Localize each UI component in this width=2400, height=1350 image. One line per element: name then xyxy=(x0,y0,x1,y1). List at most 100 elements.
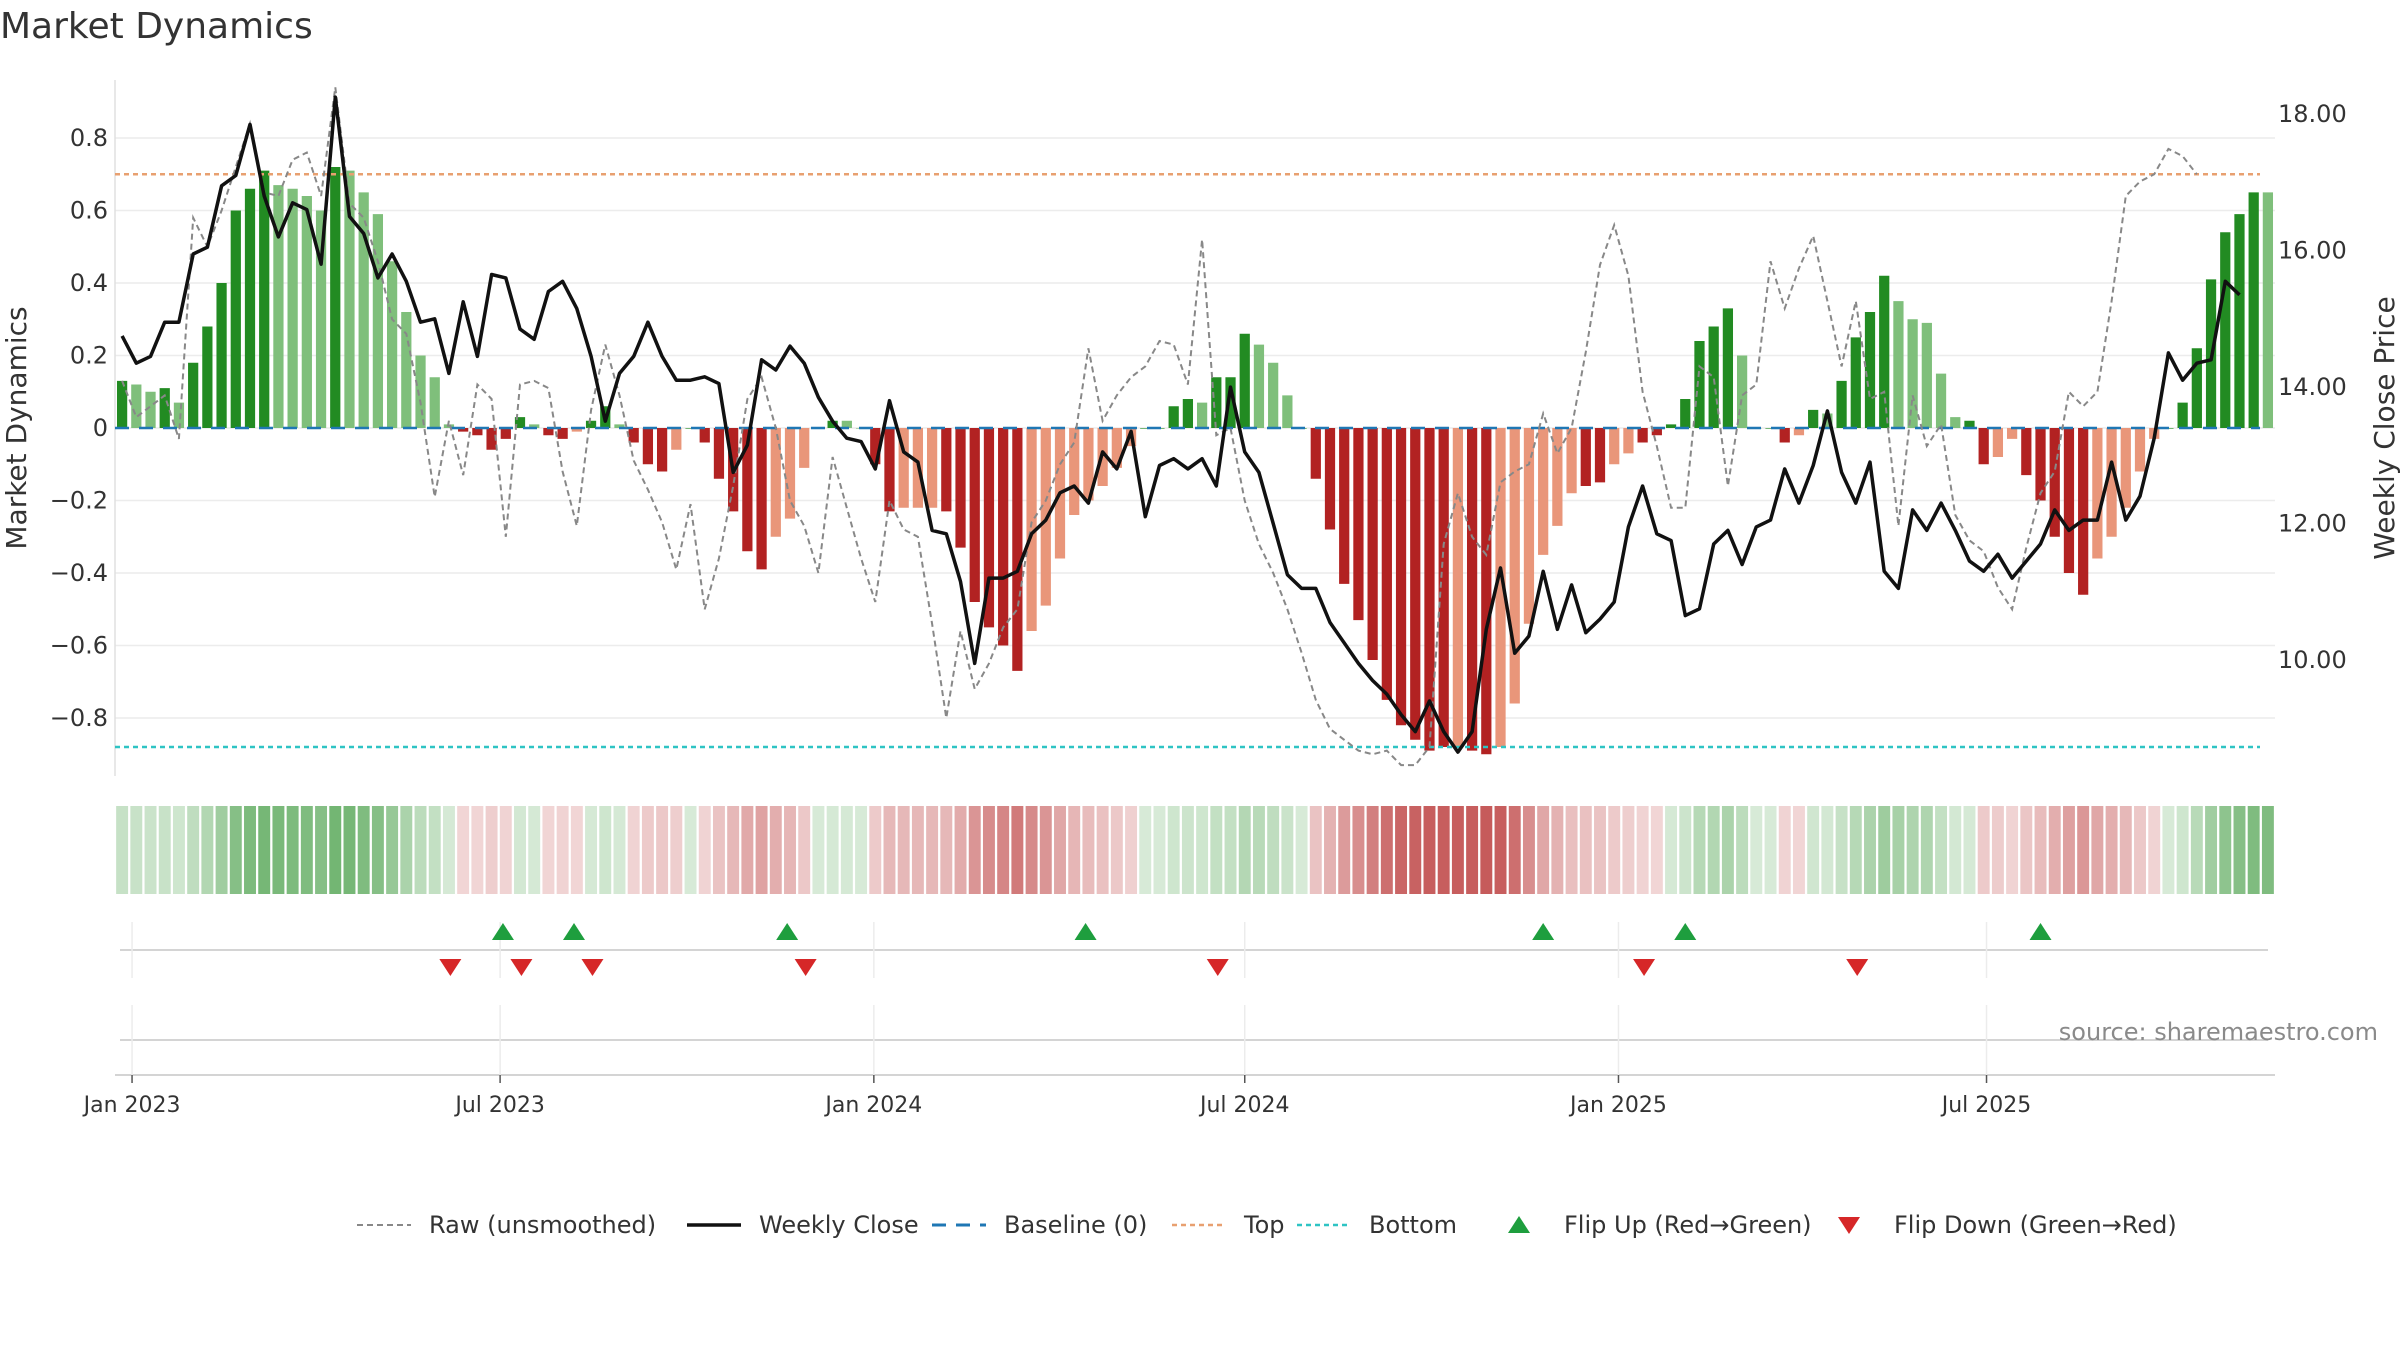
regime-cell xyxy=(1608,806,1621,894)
regime-cell xyxy=(2233,806,2246,894)
regime-cell xyxy=(840,806,853,894)
regime-cell xyxy=(911,806,924,894)
market-dynamics-bar xyxy=(2234,214,2245,428)
regime-cell xyxy=(784,806,796,894)
regime-cell xyxy=(741,806,754,894)
regime-cell xyxy=(826,806,839,894)
regime-cell xyxy=(869,806,882,894)
market-dynamics-bar xyxy=(458,428,469,432)
regime-cell xyxy=(627,806,640,894)
market-dynamics-bar xyxy=(131,384,142,428)
market-dynamics-bar xyxy=(1026,428,1037,631)
regime-cell xyxy=(712,806,725,894)
regime-cell xyxy=(2134,806,2146,894)
market-dynamics-bar xyxy=(884,428,895,512)
regime-cell xyxy=(144,806,157,894)
regime-cell xyxy=(599,806,612,894)
regime-cell xyxy=(329,806,342,894)
market-dynamics-bar xyxy=(1481,428,1492,755)
legend: Raw (unsmoothed) Weekly Close Baseline (0)… xyxy=(357,1211,2177,1239)
regime-cell xyxy=(1792,806,1805,894)
regime-cell xyxy=(457,806,470,894)
market-dynamics-bar xyxy=(2021,428,2032,476)
regime-cell xyxy=(1991,806,2004,894)
right-axis: 18.00 16.00 14.00 12.00 10.00 xyxy=(2278,100,2347,674)
flip-up-marker xyxy=(1532,923,1555,940)
market-dynamics-bar xyxy=(1765,428,1776,429)
left-axis: 0.8 0.6 0.4 0.2 0 −0.2 −0.4 −0.6 −0.8 xyxy=(50,124,108,732)
flip-down-marker xyxy=(510,959,533,976)
left-tick-label: −0.2 xyxy=(50,487,108,515)
regime-cell xyxy=(1935,806,1948,894)
market-dynamics-bar xyxy=(1907,319,1918,428)
right-tick-label: 16.00 xyxy=(2278,237,2347,265)
regime-cell xyxy=(727,806,740,894)
x-tick-label: Jan 2023 xyxy=(82,1093,181,1118)
regime-cell xyxy=(528,806,541,894)
x-tick-label: Jan 2024 xyxy=(823,1093,922,1118)
regime-cell xyxy=(1764,806,1777,894)
right-tick-label: 10.00 xyxy=(2278,646,2347,674)
left-tick-label: 0.2 xyxy=(70,342,108,370)
market-dynamics-bar xyxy=(2177,402,2188,428)
regime-cell xyxy=(1878,806,1891,894)
regime-cell xyxy=(1707,806,1720,894)
regime-cell xyxy=(812,806,825,894)
market-dynamics-bar xyxy=(1822,413,1833,428)
regime-cell xyxy=(258,806,271,894)
regime-cell xyxy=(1622,806,1635,894)
regime-cell xyxy=(1224,806,1237,894)
left-axis-label: Market Dynamics xyxy=(0,306,33,549)
left-tick-label: 0.6 xyxy=(70,197,108,225)
regime-cell xyxy=(1110,806,1123,894)
regime-cell xyxy=(2219,806,2232,894)
flip-up-marker xyxy=(563,923,585,940)
regime-cell xyxy=(656,806,669,894)
regime-cell xyxy=(997,806,1010,894)
market-dynamics-bar xyxy=(1381,428,1392,700)
regime-cell xyxy=(926,806,939,894)
regime-cell xyxy=(400,806,413,894)
regime-cell xyxy=(1522,806,1535,894)
market-dynamics-bar xyxy=(188,362,199,428)
regime-cell xyxy=(1537,806,1550,894)
market-dynamics-bar xyxy=(1921,322,1932,428)
regime-cell xyxy=(1849,806,1862,894)
regime-cell xyxy=(2119,806,2132,894)
market-dynamics-bar xyxy=(614,424,625,428)
market-dynamics-bar xyxy=(486,428,497,450)
regime-cell xyxy=(1650,806,1663,894)
regime-cell xyxy=(982,806,995,894)
market-dynamics-bar xyxy=(472,428,483,436)
legend-flip-up-swatch xyxy=(1508,1216,1530,1233)
flip-down-marker xyxy=(439,959,462,976)
x-tick-label: Jan 2025 xyxy=(1568,1093,1667,1118)
market-dynamics-bar xyxy=(230,210,241,428)
market-dynamics-bar xyxy=(2078,428,2089,595)
market-dynamics-bar xyxy=(1069,428,1080,515)
regime-cell xyxy=(585,806,598,894)
market-dynamics-bar xyxy=(1680,399,1691,428)
flip-up-marker xyxy=(1074,923,1097,940)
left-tick-label: −0.6 xyxy=(50,632,108,660)
market-dynamics-bar xyxy=(1665,424,1677,428)
market-dynamics-bar xyxy=(1410,428,1421,740)
regime-cell xyxy=(1153,806,1166,894)
market-dynamics-bar xyxy=(784,428,796,519)
market-dynamics-bar xyxy=(1623,428,1634,454)
regime-cell xyxy=(229,806,242,894)
legend-label: Baseline (0) xyxy=(1004,1211,1147,1239)
legend-label: Bottom xyxy=(1369,1211,1457,1239)
regime-cell xyxy=(1864,806,1876,894)
legend-label: Top xyxy=(1243,1211,1285,1239)
regime-cell xyxy=(670,806,683,894)
flip-panel xyxy=(120,922,2268,978)
regime-cell xyxy=(1977,806,1990,894)
regime-cell xyxy=(1409,806,1422,894)
regime-cell xyxy=(414,806,427,894)
market-dynamics-bar xyxy=(1978,428,1989,465)
market-dynamics-bar xyxy=(756,428,767,570)
regime-cell xyxy=(2148,806,2161,894)
market-dynamics-bar xyxy=(1893,301,1904,428)
regime-cell xyxy=(244,806,256,894)
